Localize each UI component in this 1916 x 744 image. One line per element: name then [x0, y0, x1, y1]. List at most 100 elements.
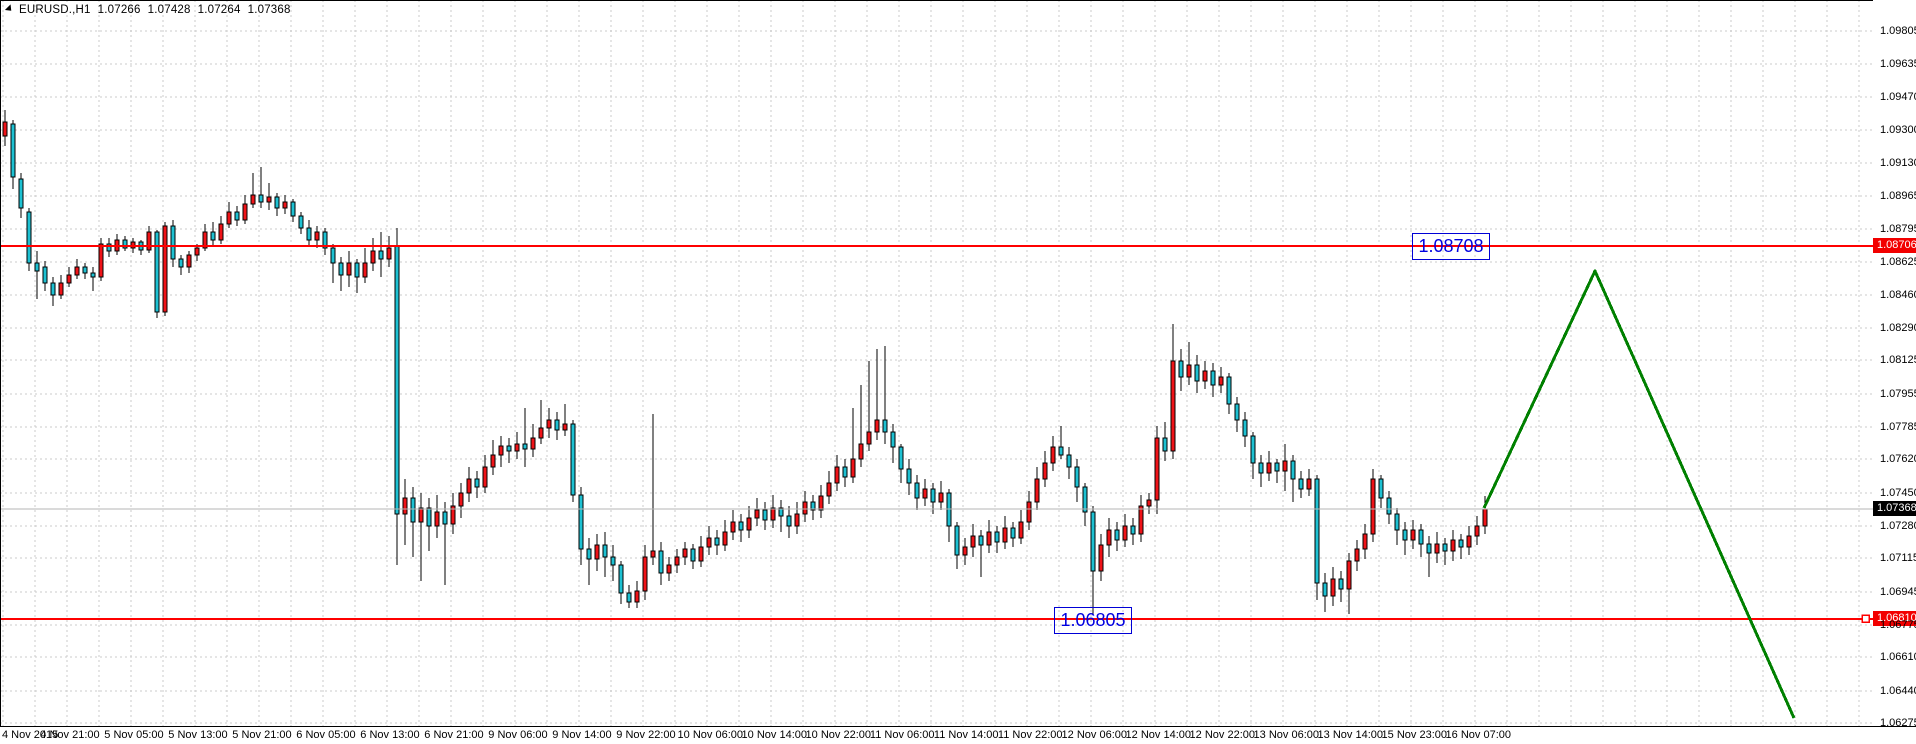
candle [378, 232, 384, 277]
price-tick-label: 1.08965 [1880, 190, 1916, 202]
time-tick-label: 11 Nov 22:00 [997, 729, 1063, 741]
time-tick-label: 12 Nov 22:00 [1189, 729, 1255, 741]
candle [42, 261, 48, 291]
candle [122, 236, 128, 251]
candle [474, 471, 480, 498]
candle [946, 489, 952, 542]
candle [458, 483, 464, 518]
support-price-text-label[interactable]: 1.06805 [1054, 607, 1132, 634]
candle [1370, 469, 1376, 542]
candle [10, 120, 16, 189]
candle [994, 526, 1000, 553]
candle [1346, 553, 1352, 614]
price-tick-label: 1.08625 [1880, 256, 1916, 268]
candle [738, 514, 744, 542]
price-axis[interactable]: 1.08706 1.07368 1.06810 1.09805 1.09635 1.… [1873, 0, 1916, 729]
quote-close: 1.07368 [247, 4, 291, 16]
candle [978, 530, 984, 577]
candle [402, 479, 408, 545]
candle [1402, 522, 1408, 555]
candle [1042, 451, 1048, 487]
candle [146, 226, 152, 253]
symbol-title: EURUSD.,H1 [19, 4, 91, 16]
candle [106, 238, 112, 257]
candle [986, 520, 992, 553]
candle [1154, 426, 1160, 514]
candle [306, 220, 312, 246]
candle [74, 259, 80, 279]
candle [1306, 469, 1312, 496]
price-tick-label: 1.09130 [1880, 157, 1916, 169]
resistance-price-text-label[interactable]: 1.08708 [1412, 233, 1490, 260]
candle [258, 167, 264, 208]
candle [170, 220, 176, 267]
candle [602, 532, 608, 577]
candle [82, 263, 88, 279]
symbol-dropdown-icon[interactable] [4, 4, 15, 14]
candle [1178, 349, 1184, 391]
forecast-zigzag[interactable] [1482, 269, 1796, 719]
candle [1474, 516, 1480, 545]
price-tick-label: 1.06775 [1880, 619, 1916, 631]
candle [882, 346, 888, 444]
time-tick-label: 11 Nov 06:00 [869, 729, 935, 741]
candle [514, 432, 520, 459]
candle [690, 544, 696, 569]
time-axis[interactable]: 4 Nov 2015 4 Nov 21:00 5 Nov 05:00 5 Nov 13… [0, 727, 1916, 744]
candle [1066, 447, 1072, 479]
time-tick-label: 10 Nov 14:00 [741, 729, 807, 741]
candle [714, 530, 720, 555]
candle [834, 455, 840, 491]
candle [346, 251, 352, 287]
candle [850, 408, 856, 483]
candle [530, 424, 536, 457]
trendline-handle[interactable] [1861, 614, 1870, 623]
candle [1242, 412, 1248, 447]
candle [1410, 520, 1416, 549]
candle [18, 173, 24, 218]
candle [226, 202, 232, 228]
time-tick-label: 12 Nov 14:00 [1125, 729, 1191, 741]
candle [898, 444, 904, 483]
candle [698, 536, 704, 567]
candle [394, 228, 400, 565]
quote-open: 1.07266 [97, 4, 141, 16]
candle [1418, 524, 1424, 557]
candle [866, 361, 872, 451]
candle [570, 420, 576, 502]
candle [482, 455, 488, 493]
price-tick-label: 1.08125 [1880, 354, 1916, 366]
candle [186, 251, 192, 273]
candle [218, 216, 224, 244]
candle [754, 498, 760, 526]
candle [906, 459, 912, 495]
candle [1290, 455, 1296, 502]
candle [1074, 459, 1080, 502]
price-tick-label: 1.09805 [1880, 25, 1916, 37]
time-tick-label: 9 Nov 14:00 [552, 729, 612, 741]
candle [922, 479, 928, 506]
candle [1394, 508, 1400, 545]
candle [426, 498, 432, 551]
candle [1002, 516, 1008, 549]
candle [778, 500, 784, 532]
candle [1146, 493, 1152, 514]
time-tick-label: 9 Nov 06:00 [488, 729, 548, 741]
time-tick-label: 12 Nov 06:00 [1061, 729, 1127, 741]
price-tick-label: 1.07280 [1880, 520, 1916, 532]
candle [1226, 373, 1232, 414]
price-tick-label: 1.08460 [1880, 289, 1916, 301]
candle [1090, 506, 1096, 614]
candle [522, 408, 528, 467]
candle [322, 228, 328, 255]
candle [674, 549, 680, 573]
candle [562, 404, 568, 436]
price-tick-label: 1.07115 [1880, 552, 1916, 564]
candle [1218, 367, 1224, 393]
time-tick-label: 5 Nov 13:00 [168, 729, 228, 741]
candle [58, 275, 64, 299]
candle [66, 267, 72, 287]
candle [1458, 534, 1464, 559]
